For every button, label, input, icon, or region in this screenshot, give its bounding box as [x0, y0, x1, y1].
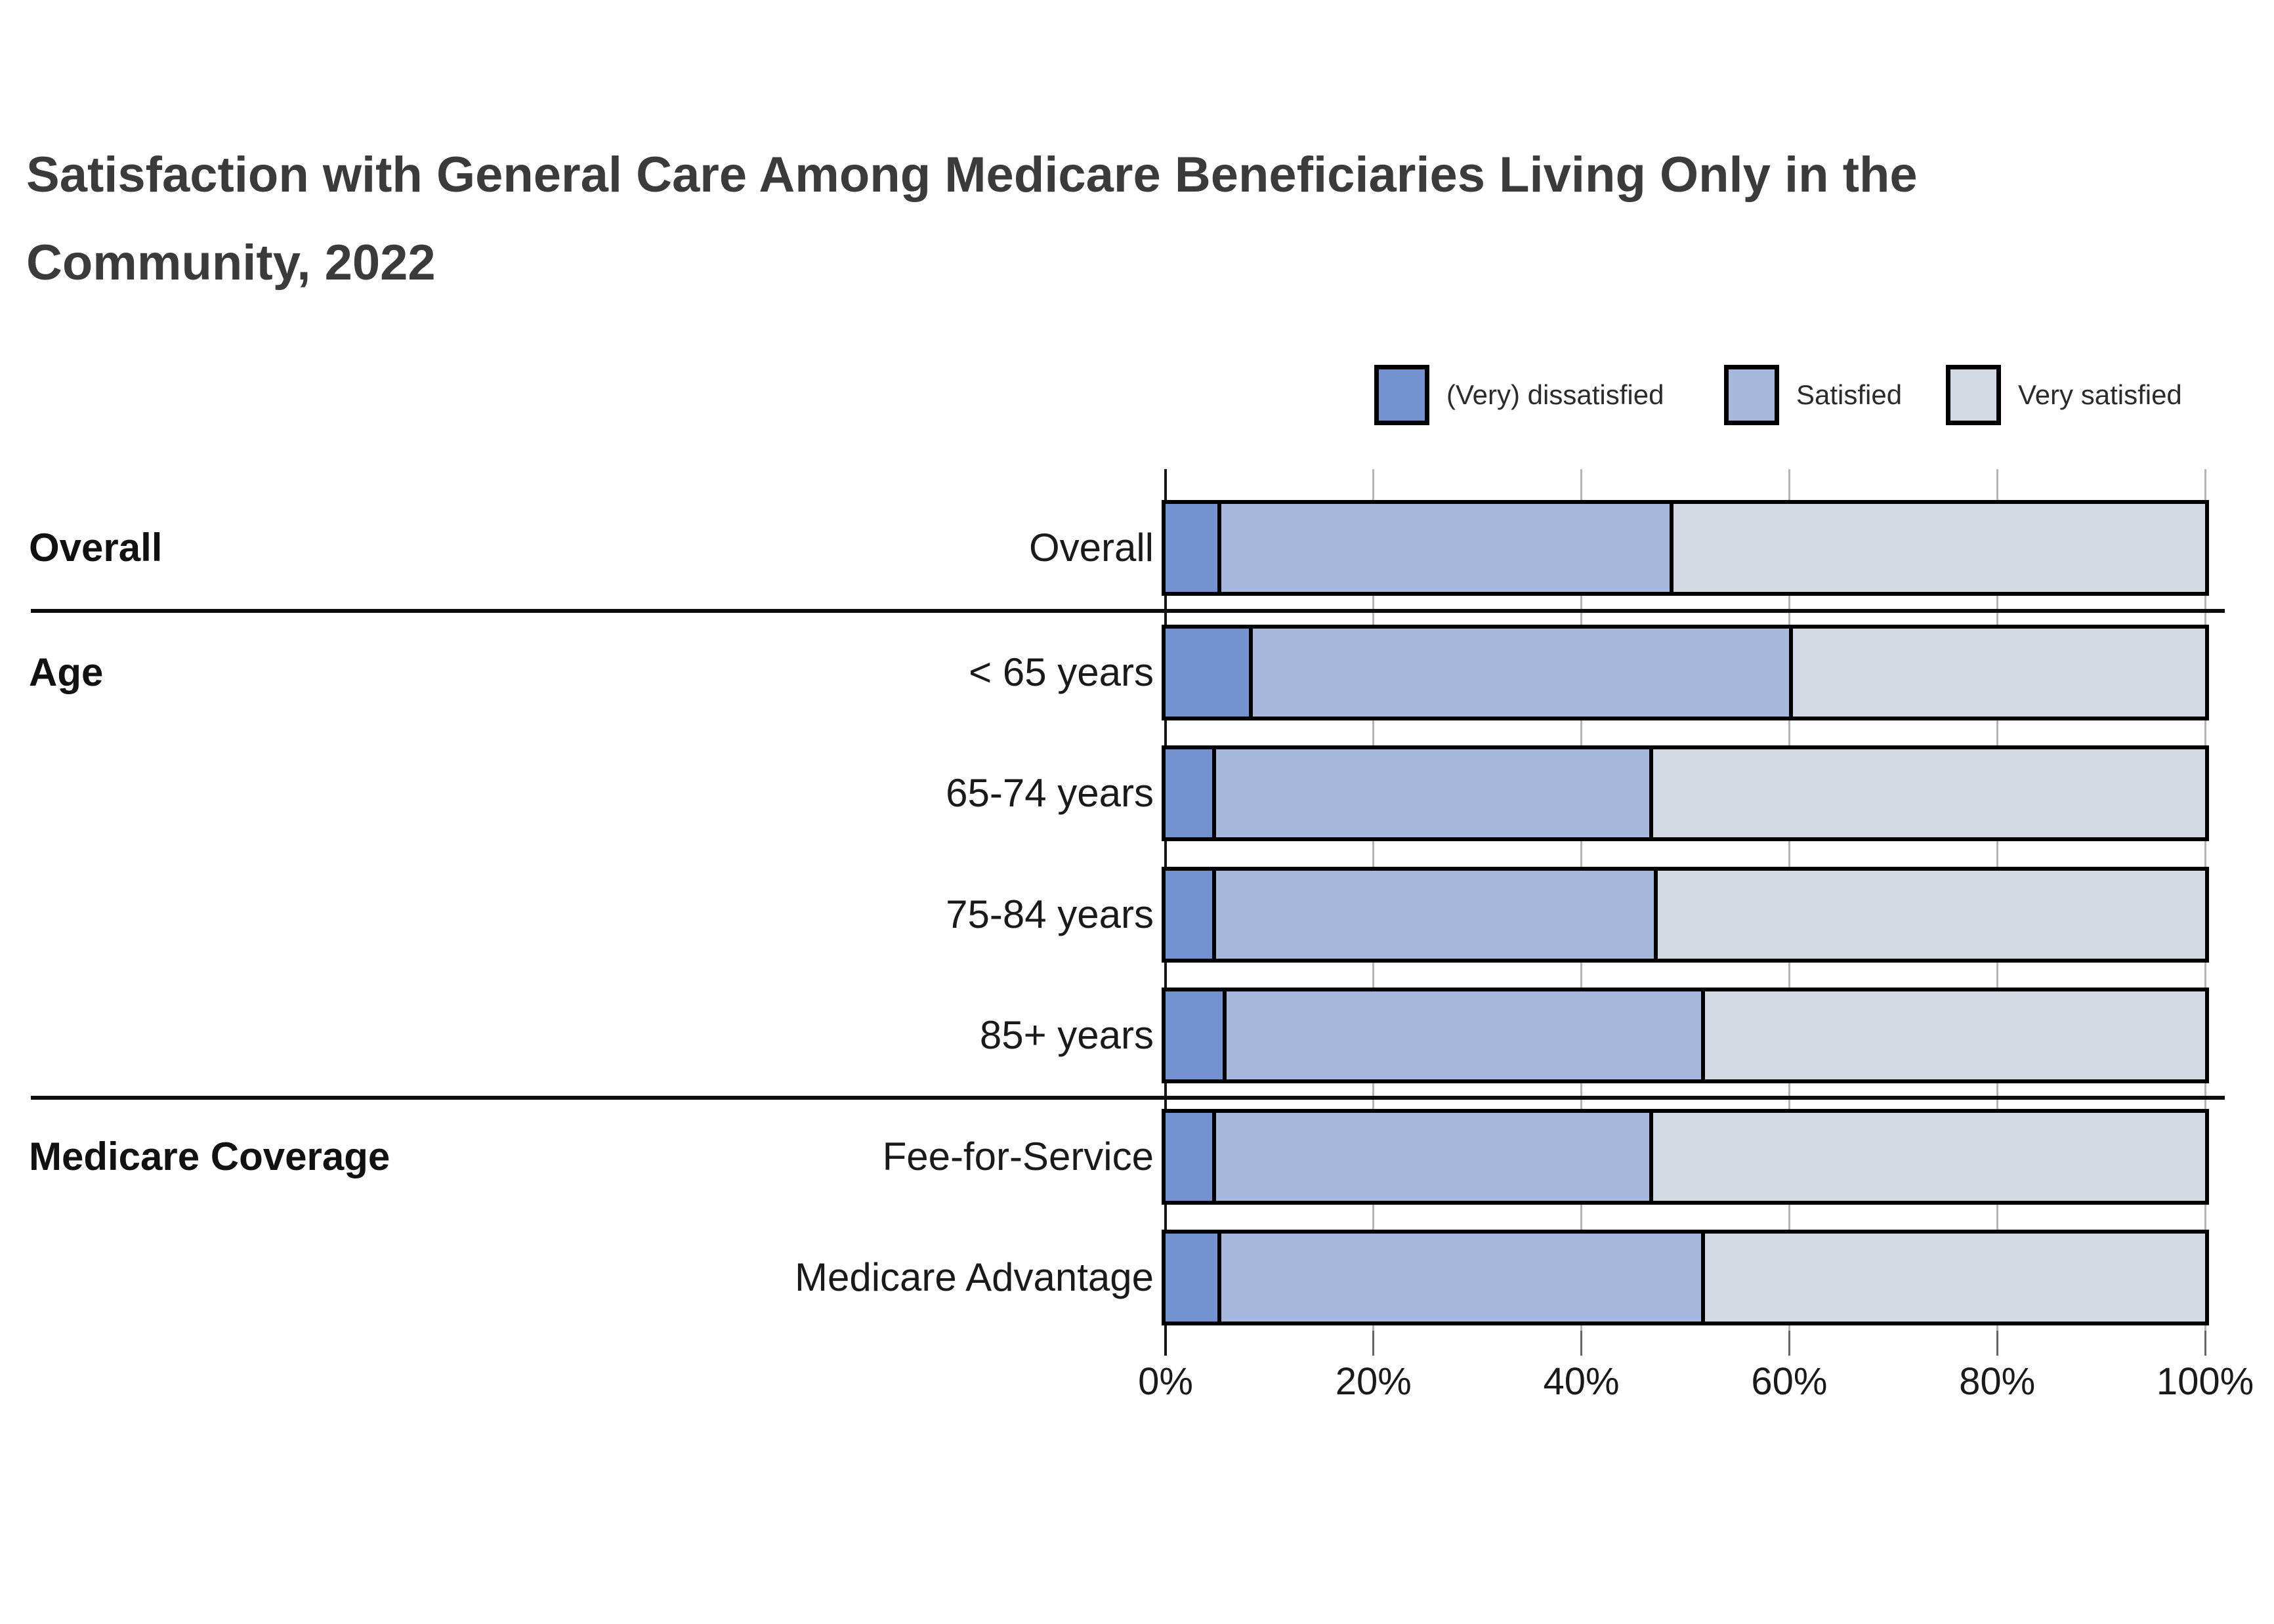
section-divider-age [31, 1096, 2225, 1100]
x-axis-label-80: 80% [1959, 1360, 2036, 1403]
section-divider-overall [31, 609, 2225, 613]
legend-swatch-dissatisfied [1374, 365, 1429, 425]
bar-row-fee-for-service [1162, 1109, 2209, 1205]
legend-swatch-very-satisfied [1946, 365, 2001, 425]
axis-tick-80 [1996, 1331, 1998, 1356]
bar-segment [1166, 629, 1249, 717]
bar-segment [1670, 504, 2205, 592]
row-label: Overall [1028, 526, 1154, 570]
bar-segment [1166, 871, 1213, 959]
chart-title-line1: Satisfaction with General Care Among Med… [26, 147, 1918, 203]
bar-segment [1166, 991, 1223, 1079]
bar-row-medicare-advantage [1162, 1230, 2209, 1325]
bar-segment [1789, 629, 2205, 717]
row-label: 85+ years [979, 1013, 1154, 1057]
bar-segment [1654, 871, 2205, 959]
bar-segment [1649, 749, 2205, 837]
legend-label: Satisfied [1796, 379, 1903, 410]
section-label-overall: Overall [29, 526, 163, 570]
axis-tick-60 [1788, 1331, 1790, 1356]
bar-segment [1223, 991, 1701, 1079]
row-label: Fee-for-Service [882, 1135, 1154, 1178]
section-label-medicare-coverage: Medicare Coverage [29, 1135, 390, 1178]
section-label-age: Age [29, 650, 104, 694]
bar-segment [1166, 1113, 1213, 1201]
legend-item-dissatisfied: (Very) dissatisfied [1374, 365, 1664, 425]
bar-row-75-84-years [1162, 867, 2209, 963]
x-axis-label-100: 100% [2156, 1360, 2254, 1403]
chart-title: Satisfaction with General Care Among Med… [26, 131, 2231, 307]
bar-row-65-74-years [1162, 745, 2209, 841]
bar-segment [1212, 1113, 1649, 1201]
bar-segment [1166, 749, 1213, 837]
bar-segment [1212, 749, 1649, 837]
bar-row-overall [1162, 500, 2209, 596]
axis-tick-40 [1580, 1331, 1583, 1356]
legend-label: (Very) dissatisfied [1446, 379, 1664, 410]
bar-segment [1248, 629, 1790, 717]
bar-segment [1649, 1113, 2205, 1201]
row-label: < 65 years [969, 650, 1154, 694]
x-axis-label-60: 60% [1751, 1360, 1828, 1403]
legend-item-very-satisfied: Very satisfied [1946, 365, 2182, 425]
axis-tick-100 [2204, 1331, 2206, 1356]
x-axis-label-40: 40% [1543, 1360, 1620, 1403]
row-label: 65-74 years [946, 771, 1154, 815]
bar-row--65-years [1162, 625, 2209, 720]
bar-segment [1212, 871, 1654, 959]
x-axis-label-0: 0% [1138, 1360, 1193, 1403]
bar-segment [1700, 991, 2205, 1079]
row-label: 75-84 years [946, 892, 1154, 936]
bar-row-85-years [1162, 988, 2209, 1083]
legend-item-satisfied: Satisfied [1724, 365, 1902, 425]
axis-tick-20 [1372, 1331, 1375, 1356]
bar-segment [1166, 504, 1218, 592]
bar-segment [1217, 1234, 1701, 1322]
legend-label: Very satisfied [2018, 379, 2182, 410]
legend-swatch-satisfied [1724, 365, 1779, 425]
bar-segment [1217, 504, 1670, 592]
chart-title-line2: Community, 2022 [26, 235, 436, 291]
x-axis-label-20: 20% [1335, 1360, 1412, 1403]
bar-segment [1700, 1234, 2205, 1322]
bar-segment [1166, 1234, 1218, 1322]
row-label: Medicare Advantage [794, 1255, 1154, 1299]
